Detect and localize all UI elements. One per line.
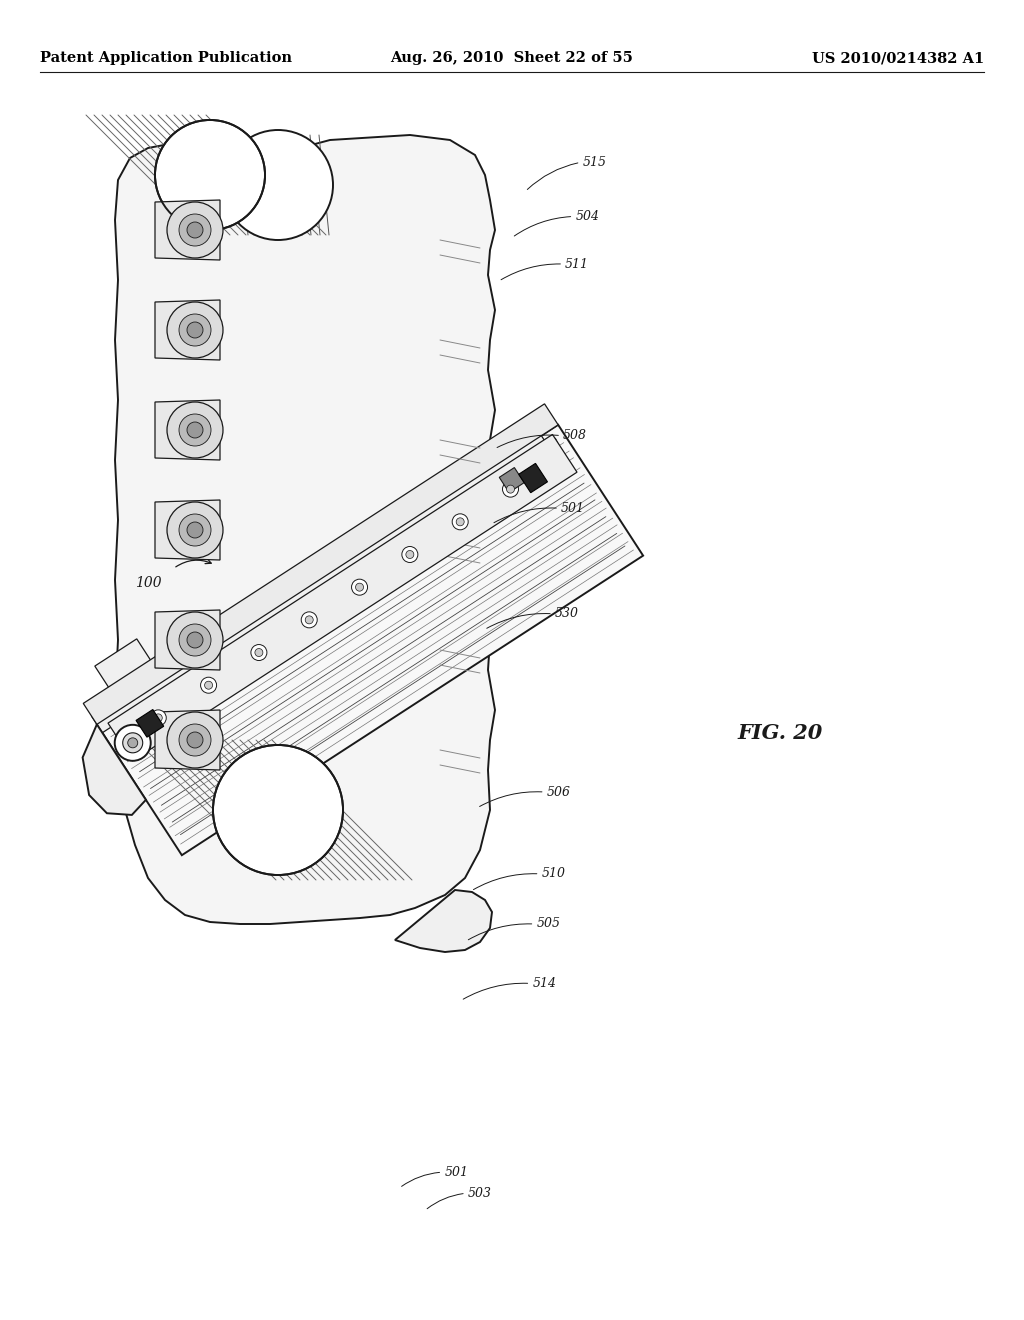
Circle shape — [179, 513, 211, 546]
Circle shape — [155, 120, 265, 230]
Circle shape — [406, 550, 414, 558]
Polygon shape — [155, 500, 220, 560]
Circle shape — [179, 214, 211, 246]
Polygon shape — [500, 467, 524, 492]
Circle shape — [167, 502, 223, 558]
Text: 514: 514 — [532, 977, 556, 990]
Circle shape — [167, 612, 223, 668]
Text: 508: 508 — [563, 429, 587, 442]
Polygon shape — [519, 463, 548, 492]
Text: 505: 505 — [537, 917, 560, 931]
Circle shape — [301, 612, 317, 628]
Circle shape — [187, 521, 203, 539]
Text: US 2010/0214382 A1: US 2010/0214382 A1 — [812, 51, 984, 65]
Polygon shape — [155, 610, 220, 671]
Polygon shape — [395, 890, 492, 952]
Circle shape — [167, 711, 223, 768]
Text: FIG. 20: FIG. 20 — [737, 722, 822, 743]
Circle shape — [507, 486, 514, 494]
Circle shape — [167, 202, 223, 257]
Circle shape — [179, 314, 211, 346]
Text: 501: 501 — [561, 502, 585, 515]
Circle shape — [401, 546, 418, 562]
Polygon shape — [91, 418, 547, 733]
Circle shape — [205, 681, 213, 689]
Text: Aug. 26, 2010  Sheet 22 of 55: Aug. 26, 2010 Sheet 22 of 55 — [390, 51, 634, 65]
Polygon shape — [136, 710, 164, 737]
Text: 100: 100 — [135, 577, 162, 590]
Circle shape — [251, 644, 267, 660]
Circle shape — [201, 677, 217, 693]
Text: 504: 504 — [575, 210, 599, 223]
Circle shape — [115, 725, 151, 760]
Text: 530: 530 — [555, 607, 579, 620]
Text: 501: 501 — [444, 1166, 468, 1179]
Polygon shape — [108, 434, 577, 760]
Polygon shape — [83, 725, 145, 814]
Circle shape — [167, 302, 223, 358]
Circle shape — [187, 632, 203, 648]
Circle shape — [223, 129, 333, 240]
Circle shape — [187, 322, 203, 338]
Circle shape — [179, 723, 211, 756]
Circle shape — [167, 403, 223, 458]
Circle shape — [155, 714, 162, 722]
Circle shape — [453, 513, 468, 529]
Circle shape — [123, 733, 142, 752]
Polygon shape — [155, 300, 220, 360]
Circle shape — [151, 710, 166, 726]
Circle shape — [213, 744, 343, 875]
Polygon shape — [155, 710, 220, 770]
Circle shape — [351, 579, 368, 595]
Text: Patent Application Publication: Patent Application Publication — [40, 51, 292, 65]
Text: 503: 503 — [468, 1187, 492, 1200]
Text: 510: 510 — [542, 867, 565, 880]
Circle shape — [305, 616, 313, 624]
Circle shape — [128, 738, 137, 748]
Polygon shape — [155, 201, 220, 260]
Circle shape — [187, 422, 203, 438]
Circle shape — [503, 480, 518, 498]
Polygon shape — [97, 425, 643, 855]
Circle shape — [179, 414, 211, 446]
Text: 511: 511 — [565, 257, 589, 271]
Text: 506: 506 — [547, 785, 570, 799]
Text: 515: 515 — [583, 156, 606, 169]
Circle shape — [187, 733, 203, 748]
Circle shape — [355, 583, 364, 591]
Circle shape — [187, 222, 203, 238]
Polygon shape — [155, 400, 220, 459]
Circle shape — [179, 624, 211, 656]
Polygon shape — [115, 135, 495, 924]
Circle shape — [456, 517, 464, 525]
Polygon shape — [83, 404, 558, 725]
Circle shape — [255, 648, 263, 656]
